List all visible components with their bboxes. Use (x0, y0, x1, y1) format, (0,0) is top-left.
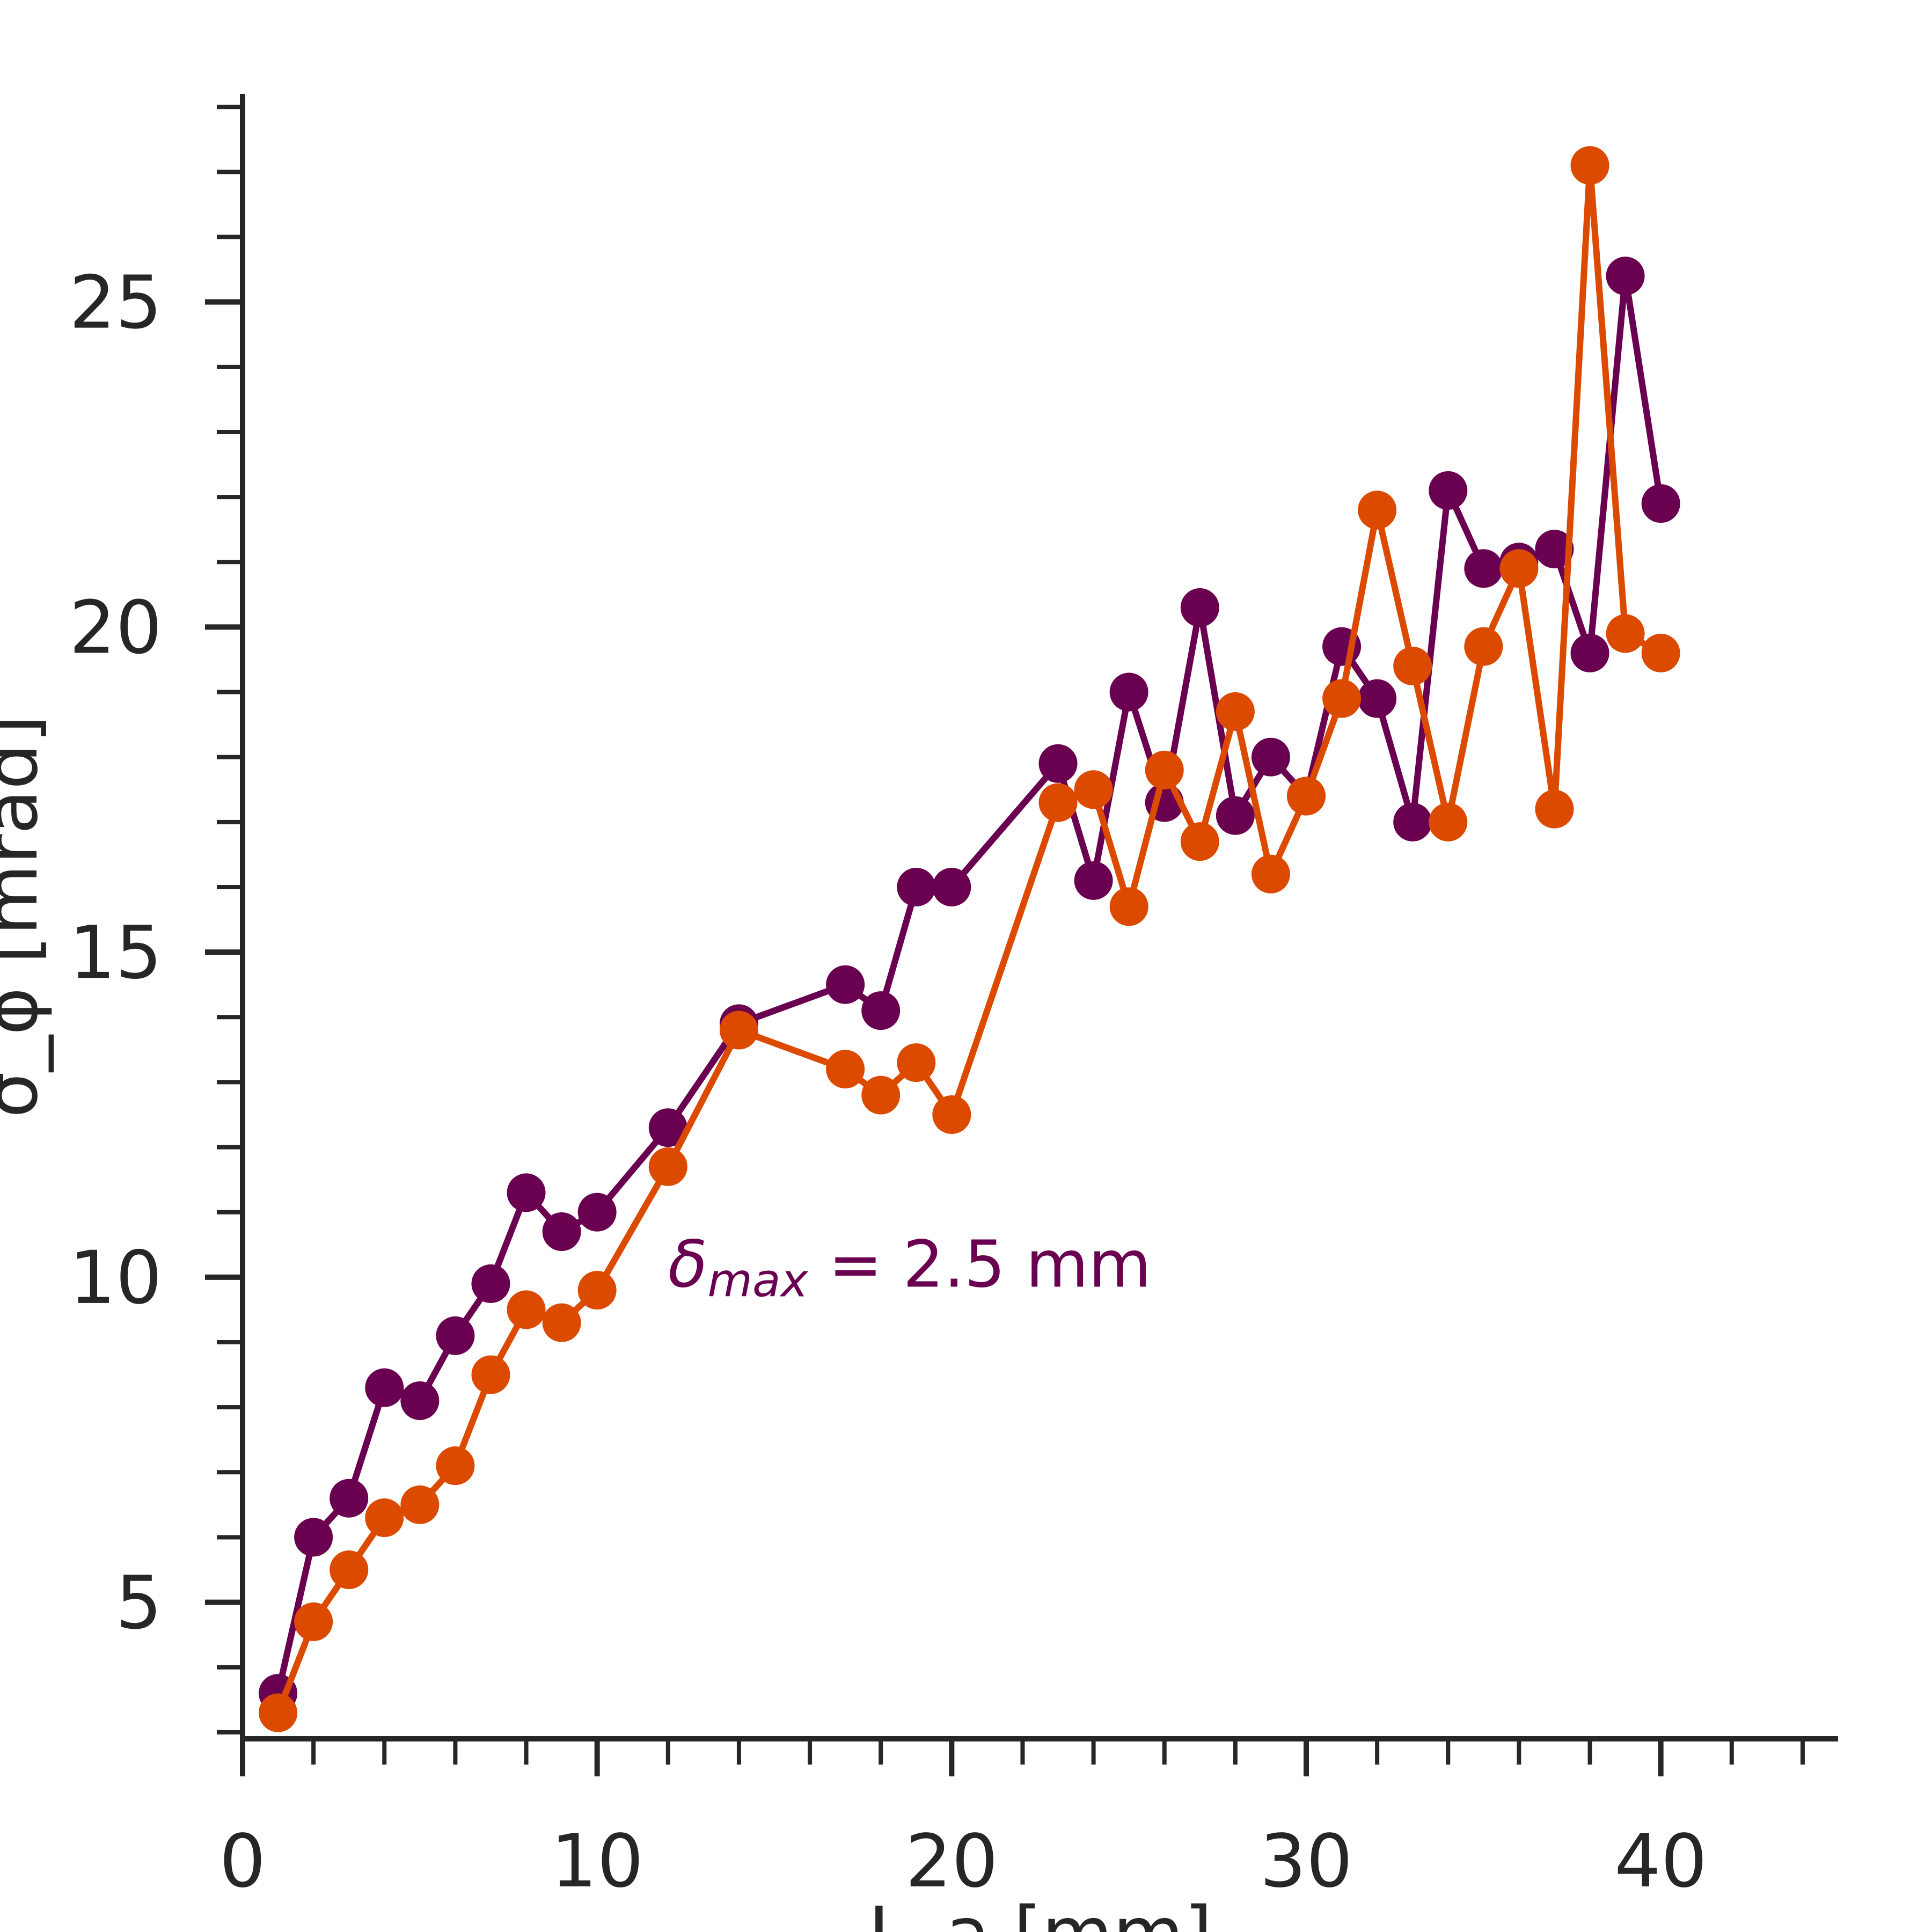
series-1-point (436, 1316, 475, 1355)
series-2-point (1180, 822, 1219, 861)
x-tick-label: 30 (1260, 1819, 1352, 1904)
series-2-point (294, 1602, 333, 1641)
series-2-point (1499, 549, 1539, 588)
series-1-point (1606, 257, 1645, 296)
y-tick-label: 15 (69, 911, 162, 996)
series-1-point (1393, 802, 1432, 841)
series-2 (259, 146, 1680, 1732)
series-2-point (1038, 783, 1078, 822)
y-tick-label: 25 (69, 261, 162, 346)
series-2-point (1641, 633, 1680, 672)
series-2-point (577, 1271, 617, 1310)
series-2-point (471, 1355, 510, 1394)
y-axis-ticks (205, 105, 243, 1735)
x-tick-label: 10 (551, 1819, 643, 1904)
y-tick-label: 20 (69, 586, 162, 670)
series-2-point (1074, 770, 1113, 809)
series-1 (259, 257, 1680, 1713)
series-1-point (507, 1173, 546, 1212)
y-tick-label: 10 (69, 1236, 162, 1321)
y-tick-label: 5 (115, 1561, 162, 1646)
series-2-point (1322, 679, 1362, 718)
series-1-point (1109, 672, 1148, 712)
series-2-point (1464, 627, 1503, 666)
series-2-point (365, 1498, 404, 1538)
series-2-point (648, 1147, 687, 1186)
series-1-point (365, 1368, 404, 1407)
series-2-point (436, 1446, 475, 1485)
series-1-point (1358, 679, 1397, 718)
y-axis-label: σ_ϕ [mrad] (0, 715, 54, 1118)
series-1-line (275, 273, 1664, 1694)
series-1-point (400, 1381, 440, 1421)
series-2-point (1606, 614, 1645, 653)
series-2-point (542, 1303, 581, 1342)
series-2-point (1216, 692, 1255, 731)
y-tick-labels: 5 10 15 20 25 (69, 261, 162, 1646)
series-layer (259, 146, 1680, 1732)
series-2-point (1358, 491, 1397, 530)
series-2-point (719, 1011, 758, 1050)
series-2-point (1109, 887, 1148, 926)
series-1-point (1074, 861, 1113, 900)
series-1-point (1038, 744, 1078, 783)
series-1-point (542, 1212, 581, 1252)
series-2-point (861, 1075, 901, 1115)
series-2-point (259, 1693, 298, 1732)
series-1-point (897, 867, 936, 906)
delta-max-annotation: δmax = 2.5 mm (668, 1228, 1151, 1308)
annotation-subscript: max (707, 1254, 808, 1308)
series-2-point (826, 1050, 865, 1089)
x-tick-label: 0 (219, 1819, 266, 1904)
series-2-point (932, 1095, 971, 1134)
series-2-point (1287, 777, 1326, 816)
series-1-point (294, 1518, 333, 1557)
series-1-point (1429, 471, 1468, 510)
series-2-point (1570, 146, 1609, 185)
series-1-point (577, 1192, 617, 1232)
x-tick-label: 40 (1614, 1819, 1707, 1904)
series-2-point (1393, 647, 1432, 686)
series-2-point (400, 1485, 440, 1524)
annotation-value: = 2.5 mm (808, 1228, 1152, 1302)
series-1-point (932, 867, 971, 906)
series-1-point (1251, 737, 1290, 777)
x-axis-label: L_a [mm] (868, 1892, 1212, 1932)
x-tick-label: 20 (905, 1819, 998, 1904)
series-2-point (1429, 802, 1468, 841)
series-1-point (330, 1479, 369, 1518)
x-tick-labels: 0 10 20 30 40 (219, 1819, 1707, 1904)
series-1-point (471, 1264, 510, 1303)
annotation-symbol: δ (668, 1228, 707, 1302)
series-1-point (1464, 549, 1503, 588)
series-1-point (826, 965, 865, 1004)
series-1-point (648, 1108, 687, 1147)
series-2-point (1535, 789, 1574, 829)
series-1-point (1535, 530, 1574, 569)
series-2-point (507, 1290, 546, 1329)
series-2-line (275, 162, 1663, 1714)
series-1-point (1641, 484, 1680, 523)
series-1-point (1180, 588, 1219, 627)
series-2-point (1251, 854, 1290, 894)
series-2-point (330, 1550, 369, 1590)
series-1-point (861, 991, 901, 1030)
x-axis-ticks (240, 1739, 1805, 1776)
series-1-point (1216, 796, 1255, 835)
series-2-point (897, 1043, 936, 1082)
series-2-point (1145, 750, 1184, 789)
series-1-point (1570, 633, 1609, 672)
